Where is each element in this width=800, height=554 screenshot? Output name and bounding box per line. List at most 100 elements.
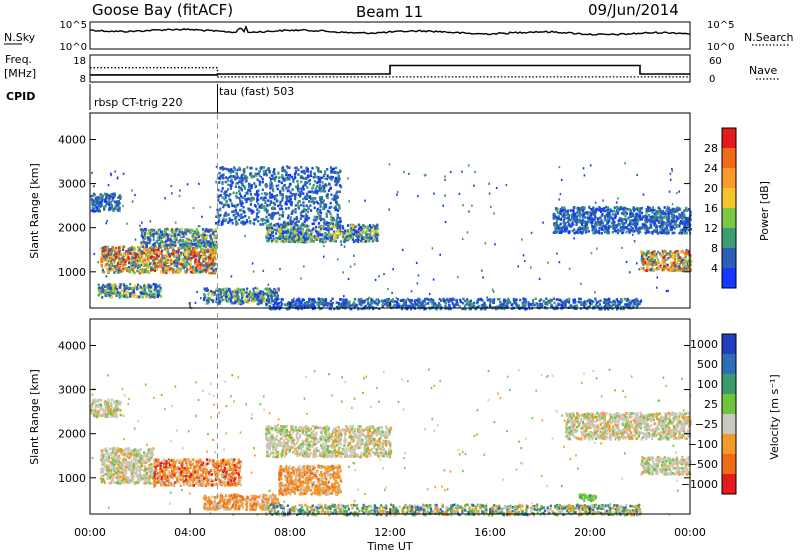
- data-gate: [141, 295, 144, 299]
- data-gate: [193, 238, 196, 242]
- data-gate: [139, 246, 142, 250]
- data-gate: [557, 211, 560, 214]
- data-gate: [103, 208, 106, 211]
- data-gate: [221, 181, 224, 184]
- scatter-gate: [417, 274, 420, 277]
- data-gate: [655, 268, 658, 271]
- data-gate: [118, 250, 121, 254]
- data-gate: [334, 225, 337, 229]
- data-gate: [224, 298, 227, 302]
- data-gate: [281, 196, 284, 199]
- data-gate: [205, 250, 208, 253]
- data-gate: [105, 289, 108, 292]
- data-gate: [144, 230, 147, 233]
- data-gate: [206, 261, 209, 265]
- data-gate: [599, 210, 603, 213]
- data-gate: [564, 217, 567, 220]
- data-gate: [273, 228, 276, 231]
- data-gate: [292, 230, 295, 234]
- data-gate: [260, 297, 263, 300]
- data-gate: [176, 227, 179, 231]
- data-gate: [386, 300, 389, 303]
- scatter-gate: [343, 295, 345, 298]
- data-gate: [234, 185, 237, 188]
- data-gate: [214, 252, 217, 255]
- data-gate: [211, 254, 214, 258]
- data-gate: [313, 235, 316, 238]
- data-gate: [676, 217, 679, 221]
- data-gate: [154, 283, 157, 287]
- data-gate: [280, 205, 283, 208]
- data-gate: [134, 248, 137, 252]
- data-gate: [166, 267, 169, 270]
- data-gate: [325, 221, 328, 224]
- data-gate: [205, 265, 208, 269]
- data-gate: [104, 245, 107, 249]
- data-gate: [157, 230, 160, 234]
- data-gate: [240, 173, 244, 177]
- data-gate: [306, 227, 309, 231]
- data-gate: [646, 265, 649, 269]
- data-gate: [230, 202, 233, 205]
- data-gate: [661, 229, 664, 232]
- data-gate: [186, 241, 189, 245]
- data-gate: [255, 291, 258, 294]
- data-gate: [291, 210, 294, 213]
- data-gate: [352, 235, 355, 238]
- data-gate: [259, 223, 262, 226]
- data-gate: [152, 263, 155, 266]
- data-gate: [268, 291, 271, 295]
- data-gate: [169, 229, 172, 232]
- data-gate: [208, 244, 211, 248]
- data-gate: [303, 172, 306, 175]
- data-gate: [294, 176, 297, 180]
- data-gate: [262, 166, 266, 169]
- data-gate: [277, 287, 280, 291]
- data-gate: [280, 234, 284, 238]
- data-gate: [317, 202, 320, 205]
- data-gate: [338, 190, 341, 194]
- data-gate: [305, 232, 308, 236]
- data-gate: [569, 209, 572, 212]
- scatter-gate: [671, 168, 673, 171]
- data-gate: [144, 290, 147, 294]
- data-gate: [552, 213, 555, 216]
- data-gate: [289, 228, 293, 231]
- data-gate: [241, 220, 244, 223]
- data-gate: [261, 290, 264, 294]
- data-gate: [302, 235, 305, 239]
- data-gate: [639, 209, 642, 213]
- data-gate: [347, 224, 350, 227]
- data-gate: [687, 208, 691, 211]
- data-gate: [671, 256, 675, 259]
- scatter-gate: [628, 271, 631, 274]
- data-gate: [215, 215, 218, 218]
- data-gate: [115, 288, 119, 291]
- data-gate: [617, 231, 620, 235]
- data-gate: [303, 209, 306, 212]
- data-gate: [261, 206, 264, 209]
- data-gate: [650, 252, 653, 255]
- data-gate: [185, 270, 188, 273]
- data-gate: [160, 265, 163, 269]
- data-gate: [127, 286, 130, 290]
- data-gate: [294, 210, 297, 214]
- scatter-gate: [340, 243, 343, 246]
- data-gate: [605, 219, 608, 222]
- data-gate: [117, 204, 120, 207]
- data-gate: [162, 270, 165, 274]
- data-gate: [319, 198, 322, 202]
- data-gate: [563, 216, 566, 220]
- data-gate: [294, 231, 297, 234]
- data-gate: [275, 232, 278, 235]
- scatter-gate: [428, 292, 431, 296]
- data-gate: [653, 252, 656, 256]
- data-gate: [417, 302, 420, 306]
- data-gate: [672, 266, 675, 269]
- data-gate: [175, 250, 178, 254]
- data-gate: [113, 265, 117, 268]
- data-gate: [590, 215, 593, 218]
- data-gate: [573, 231, 576, 235]
- data-gate: [348, 231, 351, 235]
- data-gate: [575, 223, 578, 227]
